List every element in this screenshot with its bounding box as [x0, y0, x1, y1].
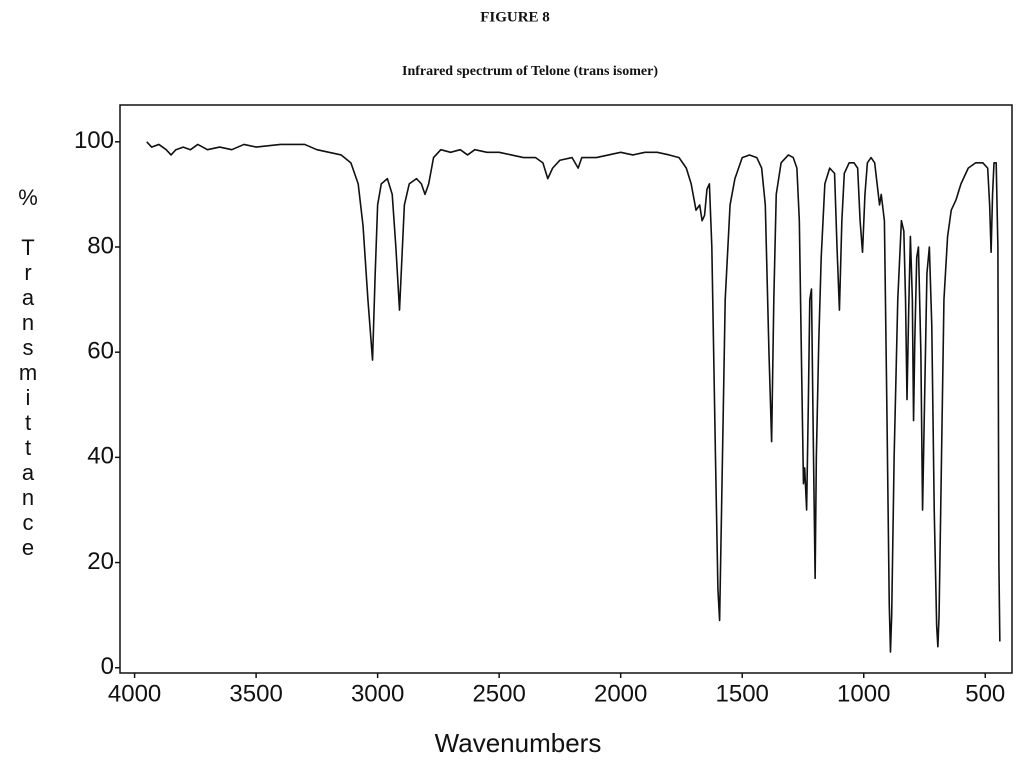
- chart-title: FIGURE 8: [480, 9, 550, 25]
- plot-frame: [119, 104, 1013, 674]
- y-tick-label: 40: [87, 443, 114, 470]
- y-tick-label: 0: [101, 653, 114, 680]
- x-tick-label: 2000: [594, 680, 647, 707]
- y-tick-label: 80: [87, 232, 114, 259]
- y-axis-label: % Transmittance: [16, 185, 41, 560]
- x-tick-label: 1000: [837, 680, 890, 707]
- y-tick-label: 60: [87, 338, 114, 365]
- x-tick-label: 3000: [351, 680, 404, 707]
- x-tick-label: 3500: [229, 680, 282, 707]
- chart-subtitle: Infrared spectrum of Telone (trans isome…: [402, 64, 658, 79]
- x-axis-label: Wavenumbers: [435, 728, 602, 758]
- y-tick-label: 20: [87, 548, 114, 575]
- y-tick-label: 100: [74, 127, 114, 154]
- spectrum-line: [146, 141, 1001, 653]
- x-tick-label: 4000: [108, 680, 161, 707]
- x-tick-label: 2500: [472, 680, 525, 707]
- x-tick-label: 500: [965, 680, 1005, 707]
- x-tick-label: 1500: [716, 680, 769, 707]
